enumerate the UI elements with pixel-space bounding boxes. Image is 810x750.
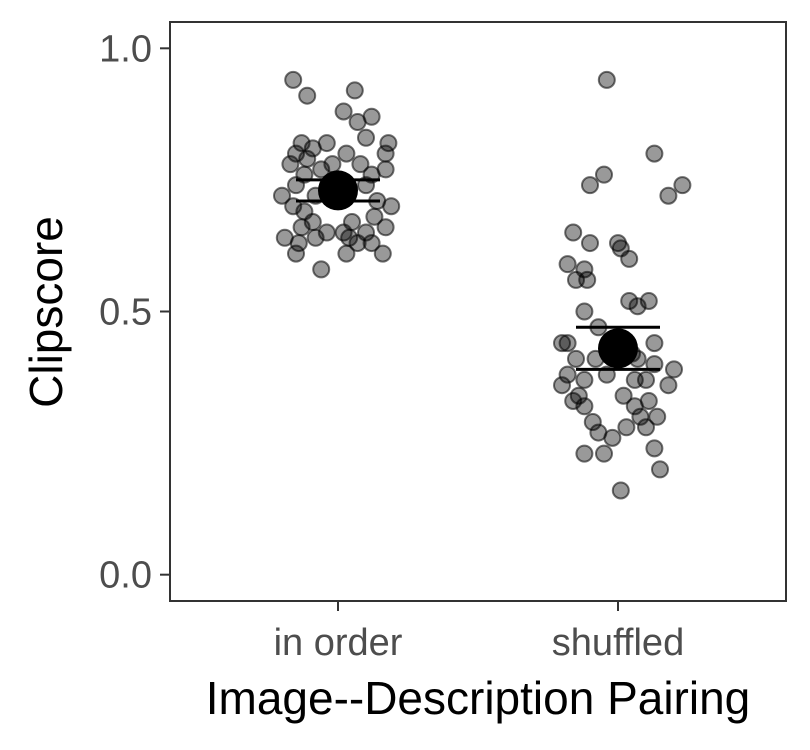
data-point xyxy=(581,234,599,253)
data-point xyxy=(312,260,331,279)
data-point xyxy=(273,186,291,205)
data-point xyxy=(306,228,325,247)
data-point xyxy=(558,365,577,384)
data-point xyxy=(303,139,322,158)
data-point xyxy=(595,444,613,463)
data-point xyxy=(312,160,331,179)
y-axis-title: Clipscore xyxy=(20,216,72,408)
data-point xyxy=(334,102,353,121)
data-point xyxy=(625,397,644,416)
data-point xyxy=(614,386,633,405)
data-point xyxy=(665,360,683,379)
data-point xyxy=(645,439,664,458)
y-tick-label: 0.0 xyxy=(99,555,152,597)
mean-marker xyxy=(598,328,638,369)
data-point xyxy=(581,176,599,195)
y-axis: 0.0 0.5 1.0 xyxy=(99,28,170,597)
data-point xyxy=(637,370,655,389)
y-tick-label: 1.0 xyxy=(99,28,152,70)
data-point xyxy=(651,460,669,479)
data-point xyxy=(558,255,577,274)
data-point xyxy=(348,234,367,253)
data-point xyxy=(337,144,356,163)
data-point xyxy=(575,444,594,463)
data-point xyxy=(595,165,613,184)
data-point xyxy=(292,218,311,237)
data-point xyxy=(575,370,594,389)
data-point xyxy=(567,349,585,368)
data-point xyxy=(362,234,381,253)
data-point xyxy=(611,481,630,500)
panel-border xyxy=(169,21,787,602)
data-point xyxy=(603,428,622,447)
mean-marker xyxy=(318,170,358,211)
x-axis: in order shuffled xyxy=(274,601,684,664)
data-point xyxy=(673,176,692,195)
data-point xyxy=(289,234,308,253)
summary-layer xyxy=(296,170,660,371)
data-point xyxy=(575,302,594,321)
data-point xyxy=(284,70,303,89)
data-point xyxy=(578,270,597,289)
y-tick-label: 0.5 xyxy=(99,292,152,334)
data-point xyxy=(298,149,317,168)
data-point xyxy=(645,334,664,353)
x-tick-label: shuffled xyxy=(552,622,684,664)
data-point xyxy=(348,113,367,132)
data-point xyxy=(645,144,664,163)
data-point xyxy=(337,244,356,263)
data-point xyxy=(376,144,395,163)
data-point xyxy=(379,134,398,153)
data-point xyxy=(553,376,571,395)
x-tick-label: in order xyxy=(274,622,403,664)
data-point xyxy=(620,249,639,268)
x-axis-title: Image--Description Pairing xyxy=(206,672,751,724)
data-point xyxy=(583,413,602,432)
data-point xyxy=(357,128,375,147)
data-point xyxy=(287,244,305,263)
data-point xyxy=(351,155,370,174)
data-point xyxy=(659,376,678,395)
data-point xyxy=(553,334,571,353)
data-point xyxy=(575,397,594,416)
data-point xyxy=(597,70,616,89)
data-point xyxy=(617,418,636,437)
data-point xyxy=(281,155,300,174)
data-point xyxy=(648,407,667,426)
points-layer xyxy=(273,70,692,500)
data-point xyxy=(345,81,364,100)
data-point xyxy=(365,207,384,226)
data-point xyxy=(659,186,678,205)
data-point xyxy=(382,197,401,216)
data-point xyxy=(637,418,655,437)
data-point xyxy=(373,244,392,263)
data-point xyxy=(564,223,583,242)
data-point xyxy=(298,86,317,105)
data-point xyxy=(376,218,395,237)
data-point xyxy=(628,297,647,316)
data-point xyxy=(558,334,577,353)
